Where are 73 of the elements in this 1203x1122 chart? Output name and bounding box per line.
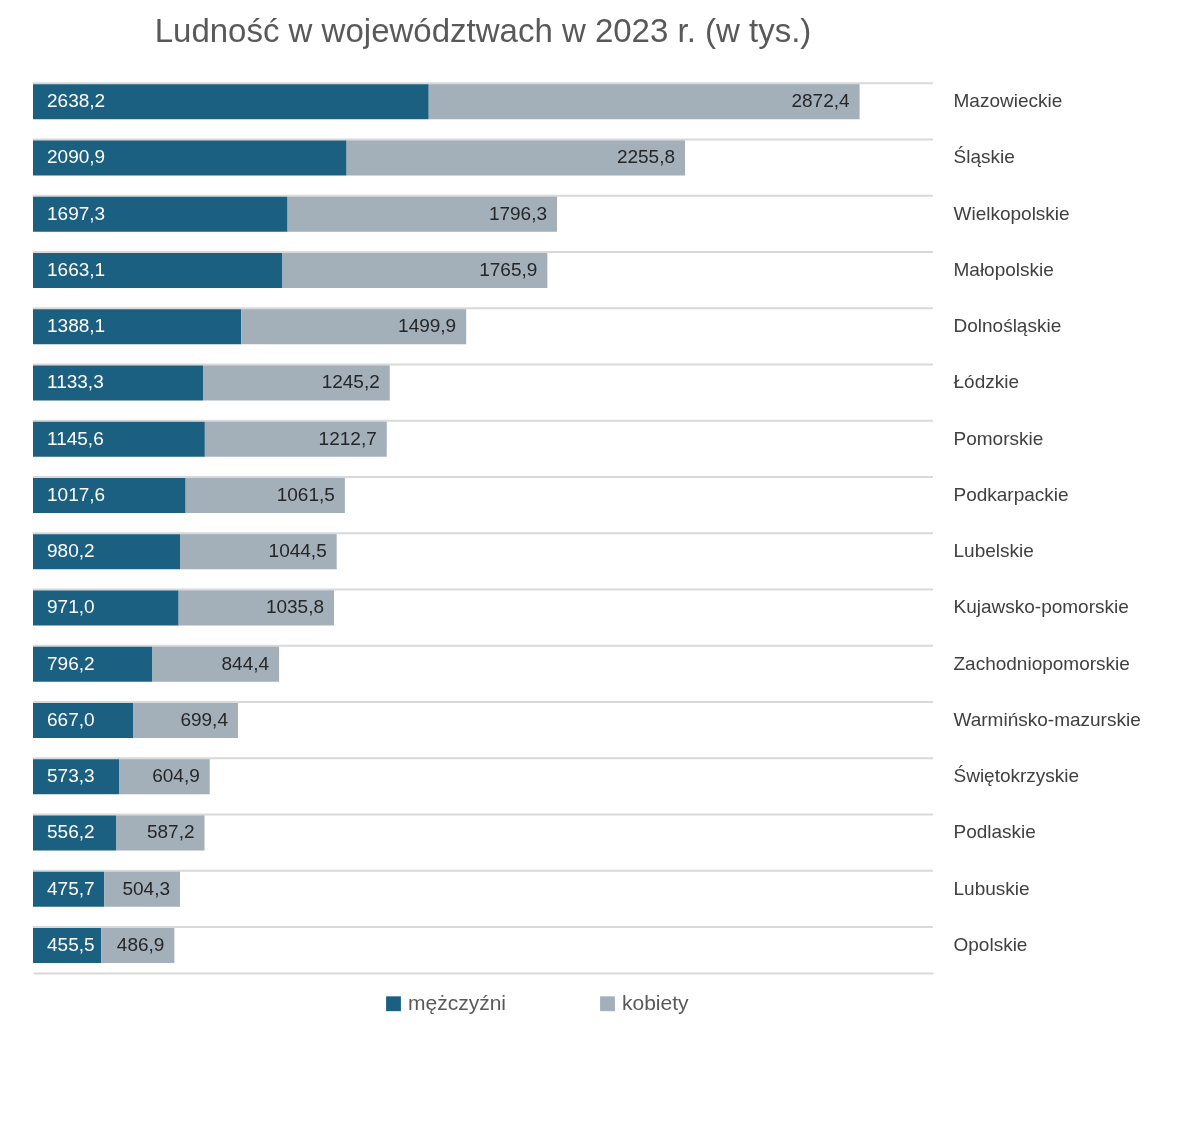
data-label: 796,2 [47, 652, 95, 674]
y-tick-label: Dolnośląskie [953, 315, 1062, 337]
chart-title: Ludność w województwach w 2023 r. (w tys.) [154, 12, 812, 49]
data-label: 699,4 [180, 708, 229, 730]
bar [180, 533, 337, 570]
data-label: 1133,3 [47, 371, 104, 393]
y-tick-label: Podkarpackie [953, 483, 1069, 505]
bar [33, 251, 283, 288]
y-tick-label: Łódzkie [953, 371, 1019, 393]
y-tick-label: Świętokrzyskie [953, 765, 1080, 787]
bar [202, 364, 390, 401]
data-label: 971,0 [47, 596, 95, 618]
y-tick-label: Wielkopolskie [953, 202, 1070, 224]
bar [204, 420, 387, 457]
data-label: 2872,4 [791, 90, 851, 112]
bar [282, 251, 548, 288]
bar [287, 195, 558, 232]
data-label: 1035,8 [265, 596, 325, 618]
legend-label: kobiety [622, 990, 690, 1014]
data-label: 587,2 [146, 821, 195, 843]
y-tick-label: Pomorskie [953, 427, 1044, 449]
data-label: 1145,6 [47, 427, 104, 449]
data-label: 2255,8 [616, 146, 676, 168]
data-label: 573,3 [47, 765, 95, 787]
bar [33, 139, 347, 176]
data-label: 1796,3 [488, 202, 548, 224]
bar [241, 308, 467, 345]
data-label: 504,3 [122, 877, 170, 899]
data-label: 667,0 [47, 708, 95, 730]
y-tick-label: Warmińsko-mazurskie [953, 708, 1141, 730]
y-tick-label: Śląskie [953, 146, 1015, 168]
data-label: 475,7 [47, 877, 95, 899]
bar [33, 420, 205, 457]
y-tick-label: Zachodniopomorskie [953, 652, 1130, 674]
bar [185, 476, 345, 513]
legend-label: mężczyźni [408, 990, 507, 1014]
data-label: 556,2 [47, 821, 95, 843]
data-label: 2638,2 [47, 90, 106, 112]
bar [33, 476, 186, 513]
data-label: 604,9 [152, 765, 200, 787]
bar [346, 139, 686, 176]
data-label: 486,9 [116, 933, 165, 955]
y-tick-label: Lubelskie [953, 540, 1034, 562]
data-label: 844,4 [221, 652, 270, 674]
data-label: 2090,9 [47, 146, 106, 168]
bar [428, 83, 860, 120]
data-label: 455,5 [47, 933, 95, 955]
bar [33, 308, 242, 345]
bar [33, 195, 288, 232]
y-tick-label: Lubuskie [953, 877, 1030, 899]
bar [33, 589, 179, 626]
data-label: 1697,3 [47, 202, 106, 224]
y-tick-label: Mazowieckie [953, 90, 1063, 112]
data-label: 1245,2 [321, 371, 380, 393]
data-label: 1044,5 [268, 540, 327, 562]
data-label: 1499,9 [398, 315, 457, 337]
y-tick-label: Kujawsko-pomorskie [953, 596, 1129, 618]
bar [178, 589, 335, 626]
y-tick-label: Małopolskie [953, 258, 1054, 280]
bar [152, 645, 280, 682]
data-label: 1388,1 [47, 315, 106, 337]
data-label: 980,2 [47, 540, 95, 562]
bar [33, 83, 429, 120]
y-tick-label: Podlaskie [953, 821, 1036, 843]
data-label: 1017,6 [47, 483, 106, 505]
bar [33, 533, 181, 570]
data-label: 1663,1 [47, 258, 106, 280]
bar [33, 645, 153, 682]
bar [33, 364, 203, 401]
data-label: 1765,9 [479, 258, 538, 280]
data-label: 1212,7 [318, 427, 377, 449]
y-tick-label: Opolskie [953, 933, 1028, 955]
data-label: 1061,5 [276, 483, 335, 505]
